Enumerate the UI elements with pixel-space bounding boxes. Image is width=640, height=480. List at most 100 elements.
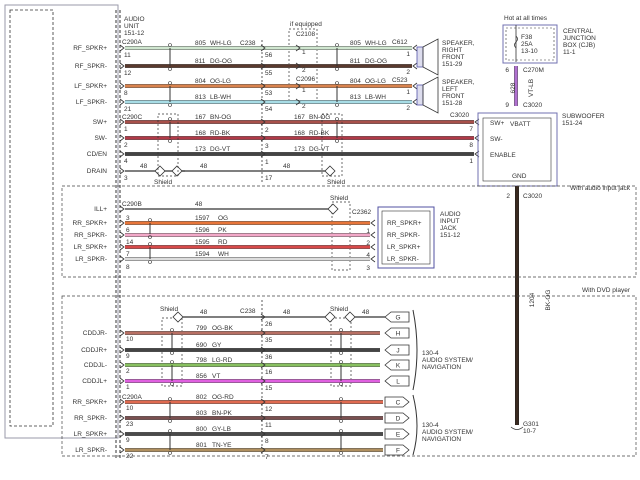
wire-label: CDDJR+ (81, 347, 107, 354)
connector-pin-icon (119, 118, 125, 126)
twist-node (339, 351, 343, 355)
subwoofer-title: 151-24 (562, 120, 583, 127)
connector-c290c: C290C (122, 114, 143, 121)
pin-number: 9 (126, 353, 130, 360)
circuit-number: 800 (196, 426, 207, 433)
wire-label: DRAIN (87, 168, 108, 175)
wire-label: RR_SPKR+ (73, 399, 108, 406)
connector-pin-icon (260, 82, 266, 90)
connector-pin-icon (119, 446, 125, 454)
connector-tag-label: D (396, 416, 401, 423)
twist-node (335, 139, 339, 143)
color-code: OG-BK (212, 325, 234, 332)
connector-pin-icon (295, 82, 301, 90)
shield-diamond-icon (324, 165, 336, 177)
circuit-number: 173 (195, 146, 206, 153)
fuse-label: 25A (521, 41, 533, 48)
fuse-label: F38 (521, 34, 533, 41)
pin-number: 15 (265, 385, 273, 392)
wire-label: LR_SPKR+ (74, 244, 108, 251)
speaker-left-front-label: LEFT (442, 86, 458, 93)
subwoofer-pin-label: SW+ (490, 120, 504, 127)
speaker-right-front-label: FRONT (442, 54, 464, 61)
connector-pin-icon (295, 44, 301, 52)
twist-node (148, 235, 152, 239)
color-code: PK (218, 227, 227, 234)
audio-input-jack-section (61, 185, 637, 278)
color-code: DG-OG (210, 58, 232, 65)
cjb-box (502, 24, 558, 64)
shield-diamond-icon (324, 311, 336, 323)
pin-number: 53 (265, 90, 273, 97)
hot-at-all-times-note: Hot at all times (504, 15, 548, 22)
connector-pin-icon (119, 430, 125, 438)
connector-tag (384, 375, 410, 387)
cjb-inner (505, 27, 555, 61)
color-code: VT-LB (528, 79, 535, 97)
connector-pin-icon (119, 329, 125, 337)
connector-pin-icon (119, 231, 125, 239)
connector-pin-icon (260, 134, 266, 142)
shield-label: Shield (330, 195, 348, 202)
subwoofer-pin-label: SW- (490, 136, 503, 143)
circuit-number: 690 (196, 342, 207, 349)
color-code: DG-VT (210, 146, 230, 153)
connector-pin-icon (119, 243, 125, 251)
fuse-label: 13-10 (521, 48, 538, 55)
pin-number: 3 (124, 175, 128, 182)
connector-pin-icon (119, 82, 125, 90)
pin-number: 3 (265, 143, 269, 150)
connector-pin-icon (119, 346, 125, 354)
speaker-right-front-icon (422, 38, 439, 76)
connector-pin-icon (260, 398, 266, 406)
connector-pin-icon (119, 44, 125, 52)
connector-pin-icon (119, 150, 125, 158)
circuit-number: 811 (350, 58, 361, 65)
pin-number: 56 (265, 52, 273, 59)
speaker-right-front-magnet (416, 46, 424, 68)
color-code: LB-WH (210, 94, 231, 101)
shield-label: Shield (154, 179, 172, 186)
bracket-icon (412, 309, 418, 391)
subwoofer-vbatt: VBATT (510, 121, 530, 128)
twist-node (148, 242, 152, 246)
connector-pin-icon (119, 414, 125, 422)
subwoofer-title: SUBWOOFER (562, 113, 605, 120)
color-code: TN-YE (212, 442, 232, 449)
connector-tag-label: C (396, 400, 401, 407)
twist-node (168, 451, 172, 455)
connector-tag-label: H (396, 331, 401, 338)
connector-pin-icon (119, 219, 125, 227)
circuit-number: 48 (200, 163, 208, 170)
circuit-number: 802 (196, 394, 207, 401)
color-code: OG-LG (365, 78, 386, 85)
color-code: LB-WH (365, 94, 386, 101)
connector-c270m: C270M (523, 67, 544, 74)
connector-c238: C238 (240, 308, 256, 315)
connector-pin-icon (119, 398, 125, 406)
connector-tag (384, 412, 410, 424)
connector-pin-icon (119, 377, 125, 385)
connector-pin-icon (370, 231, 376, 239)
pin-number: 7 (265, 454, 269, 461)
audio-system-navigation-label: NAVIGATION (422, 436, 461, 443)
twist-node (168, 429, 172, 433)
audio-system-navigation-label: AUDIO SYSTEM/ (422, 357, 473, 364)
pin-number: 12 (124, 70, 132, 77)
wire-label: LR_SPKR+ (74, 431, 108, 438)
twist-node (170, 351, 174, 355)
color-code: BK-OG (545, 290, 552, 311)
connector-pin-icon (370, 255, 376, 263)
connector-pin-icon (260, 150, 266, 158)
circuit-number: 1597 (195, 215, 210, 222)
shield-label: Shield (330, 306, 348, 313)
twist-node (339, 397, 343, 401)
audio-input-jack-label: AUDIO (440, 211, 461, 218)
circuit-number: 48 (195, 201, 203, 208)
connector-pin-icon (260, 44, 266, 52)
pin-number: 1 (366, 228, 370, 235)
color-code: RD (218, 239, 228, 246)
twist-node (168, 67, 172, 71)
circuit-number: 813 (195, 94, 206, 101)
with-dvd-player-note: With DVD player (582, 287, 631, 294)
